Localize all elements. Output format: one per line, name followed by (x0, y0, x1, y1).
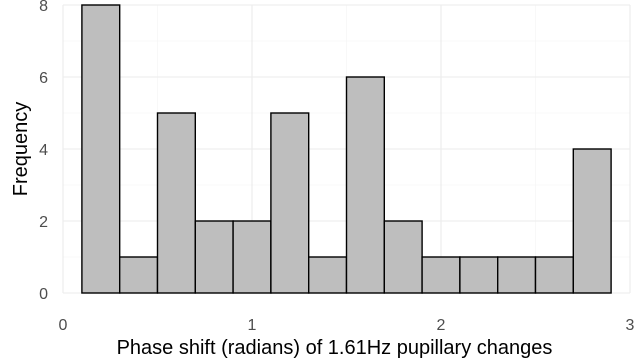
histogram-bar (308, 256, 348, 294)
x-tick-label: 1 (248, 317, 257, 334)
x-tick-label: 3 (626, 317, 635, 334)
histogram-bar (194, 220, 234, 294)
histogram-bar (459, 256, 499, 294)
histogram-bar (156, 112, 196, 294)
y-axis-title: Frequency (10, 102, 32, 197)
x-tick-label: 2 (437, 317, 446, 334)
x-axis-title: Phase shift (radians) of 1.61Hz pupillar… (117, 337, 553, 359)
x-axis-tick-labels: 0 1 2 3 (59, 317, 635, 334)
y-tick-label: 0 (39, 286, 48, 303)
histogram-bar (534, 256, 574, 294)
x-tick-label: 0 (59, 317, 68, 334)
histogram-bar (497, 256, 537, 294)
y-tick-label: 8 (39, 0, 48, 15)
histogram-bar (270, 112, 310, 294)
histogram-bar (572, 148, 612, 294)
histogram-bars (81, 4, 612, 294)
histogram-bar (81, 4, 121, 294)
y-tick-label: 6 (39, 70, 48, 87)
y-axis-tick-labels: 0 2 4 6 8 (39, 0, 48, 303)
histogram-bar (421, 256, 461, 294)
y-tick-label: 4 (39, 142, 48, 159)
histogram-bar (232, 220, 272, 294)
histogram-bar (118, 256, 159, 294)
histogram-bar (383, 220, 423, 294)
y-tick-label: 2 (39, 214, 48, 231)
histogram-bar (345, 76, 385, 294)
